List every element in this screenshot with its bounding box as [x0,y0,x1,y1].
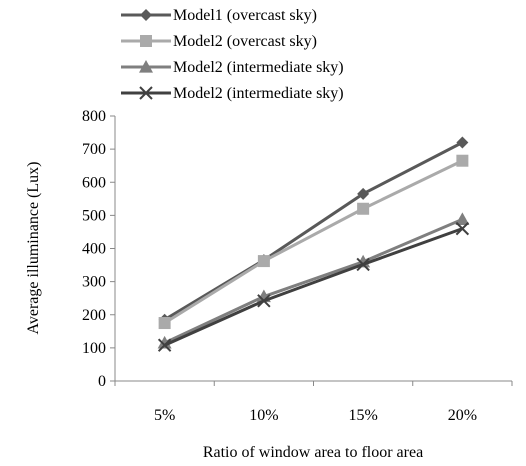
x-axis-title: Ratio of window area to floor area [203,444,423,461]
y-axis-ticks: 0 100 200 300 400 500 600 700 800 [82,108,115,390]
legend-marker-x [139,86,153,100]
y-tick-label: 500 [82,207,106,224]
y-tick-label: 700 [82,141,106,158]
data-point-square [257,255,270,268]
legend-entry: Model2 (intermediate sky) [121,85,344,102]
y-tick-label: 100 [82,340,106,357]
data-point-triangle [157,335,172,349]
legend-marker-square [140,35,152,47]
series-line [163,141,464,322]
y-tick-label: 400 [82,241,106,258]
data-point-diamond [456,136,469,149]
legend-label: Model1 (overcast sky) [173,7,317,24]
legend-entry: Model1 (overcast sky) [121,7,317,24]
y-tick-label: 300 [82,274,106,291]
x-tick-label: 5% [154,407,175,424]
series-line [164,227,463,347]
data-point-x [257,294,271,308]
legend-entry: Model2 (intermediate sky) [121,59,344,76]
x-tick-label: 10% [249,407,278,424]
y-tick-label: 800 [82,108,106,125]
series-4 [157,221,470,352]
legend-label: Model2 (intermediate sky) [173,59,344,76]
y-tick-label: 0 [98,373,106,390]
series-layer [157,136,470,352]
data-point-x [157,338,172,352]
legend-label: Model2 (intermediate sky) [173,85,344,102]
data-point-square [456,154,469,167]
legend-marker-diamond [140,9,152,21]
series-2 [158,154,469,330]
legend-marker-triangle [139,60,153,73]
series-line [163,217,463,345]
legend-label: Model2 (overcast sky) [173,33,317,50]
y-axis-title: Average illuminance (Lux) [25,162,42,335]
series-line [163,159,464,325]
x-axis-ticks: 5% 10% 15% 20% [114,381,513,424]
legend-entry: Model2 (overcast sky) [121,33,317,50]
y-tick-label: 200 [82,307,106,324]
data-point-diamond [357,187,370,200]
data-point-x [455,221,470,236]
x-tick-label: 15% [348,407,377,424]
y-tick-label: 600 [82,174,106,191]
data-point-triangle [455,212,470,225]
data-point-square [357,202,370,215]
data-point-square [158,317,171,330]
x-tick-label: 20% [448,407,477,424]
legend: Model1 (overcast sky) Model2 (overcast sk… [121,7,344,102]
data-point-x [356,257,370,272]
